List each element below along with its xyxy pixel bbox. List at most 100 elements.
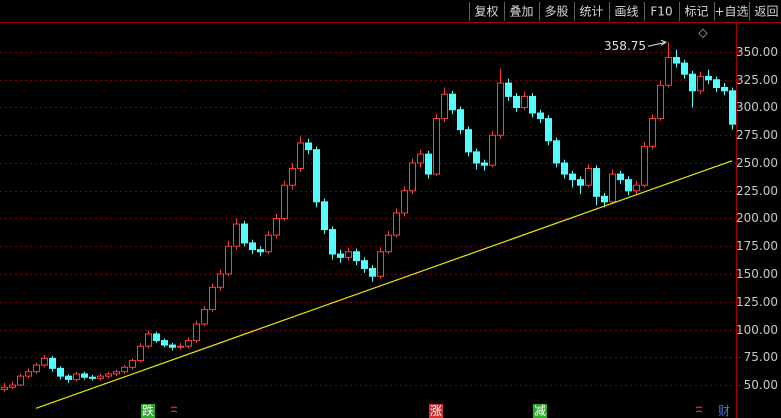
candle-body bbox=[1, 386, 8, 390]
toolbar-button[interactable]: 返回 bbox=[754, 5, 778, 19]
toolbar-button[interactable]: 统计 bbox=[579, 5, 603, 19]
candle-body bbox=[361, 260, 368, 269]
candle-body bbox=[385, 234, 392, 253]
candle-body bbox=[273, 217, 280, 236]
y-tick-label: 125.00 bbox=[736, 295, 778, 309]
candle-body bbox=[473, 151, 480, 164]
candle-body bbox=[305, 142, 312, 151]
toolbar-button[interactable]: 叠加 bbox=[509, 5, 533, 19]
y-tick-label: 300.00 bbox=[736, 100, 778, 114]
trendline bbox=[35, 160, 733, 409]
candle-body bbox=[433, 118, 440, 175]
event-label[interactable]: 减 bbox=[534, 404, 546, 418]
y-tick-label: 250.00 bbox=[736, 156, 778, 170]
candle-body bbox=[105, 373, 112, 377]
candle-body bbox=[625, 179, 632, 192]
toolbar-button[interactable]: 画线 bbox=[614, 5, 638, 19]
y-tick-label: 275.00 bbox=[736, 128, 778, 142]
candle-body bbox=[553, 140, 560, 164]
candle-body bbox=[705, 75, 712, 81]
candle-body bbox=[689, 73, 696, 92]
candle-body bbox=[441, 93, 448, 120]
candle-body bbox=[401, 190, 408, 214]
candle-body bbox=[129, 360, 136, 368]
candle-body bbox=[369, 267, 376, 277]
candle-body bbox=[617, 173, 624, 181]
y-tick-label: 325.00 bbox=[736, 73, 778, 87]
candle-body bbox=[585, 168, 592, 186]
candle-body bbox=[153, 333, 160, 342]
candle-body bbox=[633, 184, 640, 192]
y-tick-label: 200.00 bbox=[736, 211, 778, 225]
toolbar-button[interactable]: 标记 bbox=[684, 5, 708, 19]
candle-body bbox=[241, 223, 248, 244]
candle-body bbox=[249, 242, 256, 251]
candle-body bbox=[321, 201, 328, 231]
candle-body bbox=[337, 253, 344, 258]
y-tick-label: 100.00 bbox=[736, 323, 778, 337]
candle-body bbox=[137, 345, 144, 362]
candle-body bbox=[113, 371, 120, 375]
event-label[interactable]: 涨 bbox=[430, 403, 442, 418]
candle-body bbox=[25, 371, 32, 377]
candle-body bbox=[649, 118, 656, 147]
candle-body bbox=[57, 367, 64, 377]
toolbar-button[interactable]: F10 bbox=[650, 5, 672, 19]
candle-body bbox=[81, 373, 88, 378]
y-tick-label: 150.00 bbox=[736, 267, 778, 281]
candle-body bbox=[281, 184, 288, 219]
candle-body bbox=[417, 153, 424, 164]
toolbar-button[interactable]: 复权 bbox=[474, 5, 498, 19]
candle-body bbox=[425, 153, 432, 175]
candle-body bbox=[497, 82, 504, 136]
candle-body bbox=[593, 168, 600, 197]
event-label[interactable]: 跌 bbox=[142, 403, 154, 418]
candle-body bbox=[729, 90, 736, 125]
candle-body bbox=[377, 251, 384, 277]
event-icon bbox=[170, 406, 703, 413]
candle-body bbox=[289, 168, 296, 186]
toolbar-button[interactable]: +自选 bbox=[714, 5, 748, 19]
candle-body bbox=[209, 286, 216, 311]
candle-body bbox=[641, 145, 648, 186]
candle-body bbox=[145, 333, 152, 347]
candle-body bbox=[225, 245, 232, 275]
candle-body bbox=[297, 142, 304, 170]
candle-body bbox=[193, 323, 200, 342]
candle-body bbox=[161, 340, 168, 346]
candle-body bbox=[521, 95, 528, 108]
candle-body bbox=[33, 364, 40, 373]
candle-body bbox=[529, 95, 536, 114]
y-tick-label: 175.00 bbox=[736, 239, 778, 253]
candle-body bbox=[481, 162, 488, 166]
candle-body bbox=[393, 212, 400, 236]
candle-body bbox=[409, 162, 416, 192]
candle-body bbox=[561, 162, 568, 175]
candle-body bbox=[177, 345, 184, 348]
candle-body bbox=[17, 375, 24, 386]
candle-body bbox=[49, 357, 56, 369]
y-tick-label: 225.00 bbox=[736, 184, 778, 198]
y-tick-label: 75.00 bbox=[744, 350, 778, 364]
candle-body bbox=[9, 384, 16, 388]
event-label[interactable]: 财 bbox=[718, 404, 730, 418]
candle-body bbox=[713, 79, 720, 89]
candle-body bbox=[657, 84, 664, 120]
candle-body bbox=[665, 57, 672, 86]
candle-body bbox=[513, 95, 520, 108]
candle-body bbox=[721, 87, 728, 92]
candle-body bbox=[673, 57, 680, 64]
candle-body bbox=[345, 251, 352, 258]
candle-body bbox=[465, 129, 472, 153]
candle-body bbox=[545, 118, 552, 142]
diamond-icon[interactable]: ◇ bbox=[698, 26, 708, 40]
candle-body bbox=[89, 376, 96, 379]
event-box bbox=[533, 404, 547, 418]
candle-body bbox=[449, 93, 456, 111]
candle-body bbox=[313, 149, 320, 203]
toolbar-button[interactable]: 多股 bbox=[544, 5, 568, 19]
candle-body bbox=[121, 366, 128, 373]
candle-body bbox=[697, 75, 704, 92]
candle-body bbox=[201, 309, 208, 325]
